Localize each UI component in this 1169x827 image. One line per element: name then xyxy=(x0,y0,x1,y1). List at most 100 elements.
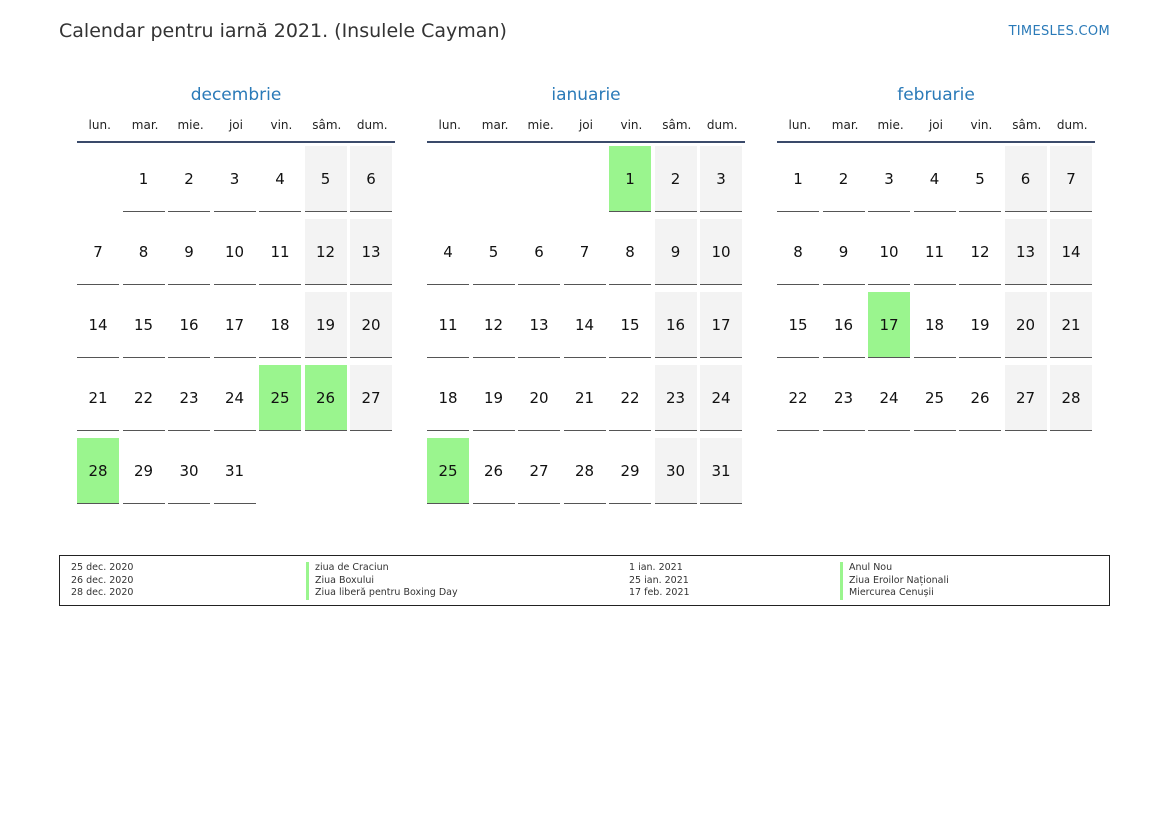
day-cell: 10 xyxy=(700,219,742,285)
day-cell: 21 xyxy=(77,365,119,431)
day-cell: 4 xyxy=(427,219,469,285)
day-cell: 17 xyxy=(700,292,742,358)
month-ianuarie: ianuarie lun. mar. mie. joi vin. sâm. dum. 1 2 3 4 5… xyxy=(427,84,745,511)
day-cell: 18 xyxy=(427,365,469,431)
day-cell: 26 xyxy=(472,438,515,504)
weekday-label: dum. xyxy=(1056,118,1088,132)
day-cell: 4 xyxy=(259,146,301,212)
legend-names-right: Anul Nou Ziua Eroilor Naționali Miercure… xyxy=(840,562,949,600)
legend-dates-left: 25 dec. 2020 26 dec. 2020 28 dec. 2020 xyxy=(71,562,133,600)
day-cell: 21 xyxy=(563,365,606,431)
day-cell: 16 xyxy=(654,292,697,358)
day-cell: 17 xyxy=(213,292,256,358)
day-cell: 10 xyxy=(868,219,910,285)
day-cell: 30 xyxy=(168,438,210,504)
day-cell: 22 xyxy=(122,365,165,431)
legend-date: 1 ian. 2021 xyxy=(629,562,683,573)
day-cell: 13 xyxy=(1004,219,1047,285)
day-cell: 2 xyxy=(654,146,697,212)
day-cell: 11 xyxy=(259,219,301,285)
day-cell: 20 xyxy=(1004,292,1047,358)
day-cell: 14 xyxy=(563,292,606,358)
legend-names-left: ziua de Craciun Ziua Boxului Ziua liberă… xyxy=(306,562,458,600)
day-cell: 19 xyxy=(959,292,1001,358)
day-cell: 5 xyxy=(304,146,347,212)
day-cell: 12 xyxy=(304,219,347,285)
weekday-label: vin. xyxy=(970,118,993,132)
legend-date: 25 dec. 2020 xyxy=(71,562,134,573)
day-cell: 15 xyxy=(777,292,819,358)
day-cell: 24 xyxy=(700,365,742,431)
weekday-label: joi xyxy=(578,118,593,132)
weekday-label: dum. xyxy=(706,118,738,132)
day-cell: 14 xyxy=(77,292,119,358)
holiday-day-cell: 25 xyxy=(259,365,301,431)
holiday-day-cell: 25 xyxy=(427,438,469,504)
day-cell: 31 xyxy=(700,438,742,504)
day-cell: 27 xyxy=(1004,365,1047,431)
weekday-label: joi xyxy=(928,118,943,132)
day-cell: 11 xyxy=(913,219,956,285)
legend-holiday-name: Ziua Boxului xyxy=(306,574,458,587)
legend-date: 25 ian. 2021 xyxy=(629,574,689,586)
day-cell: 12 xyxy=(472,292,515,358)
month-title: decembrie xyxy=(190,85,282,105)
weekday-label: mar. xyxy=(831,118,859,132)
legend-dates-right: 1 ian. 2021 25 ian. 2021 17 feb. 2021 xyxy=(629,562,690,600)
day-cell: 1 xyxy=(777,146,819,212)
day-cell: 26 xyxy=(959,365,1001,431)
day-cell: 11 xyxy=(427,292,469,358)
day-grid: 1 2 3 4 5 6 7 8 9 10 11 12 13 14 15 16 17 18 19 20 21 22 23 24 2… xyxy=(77,146,395,511)
holiday-legend: 25 dec. 2020 26 dec. 2020 28 dec. 2020 z… xyxy=(59,555,1110,606)
day-cell: 24 xyxy=(868,365,910,431)
day-cell: 10 xyxy=(213,219,256,285)
day-cell: 7 xyxy=(77,219,119,285)
weekday-label: dum. xyxy=(356,118,388,132)
month-title: ianuarie xyxy=(551,85,621,105)
day-cell: 19 xyxy=(472,365,515,431)
day-cell: 5 xyxy=(472,219,515,285)
day-cell: 24 xyxy=(213,365,256,431)
day-cell: 27 xyxy=(350,365,392,431)
day-cell: 14 xyxy=(1050,219,1092,285)
day-cell: 23 xyxy=(654,365,697,431)
weekday-header: lun. mar. mie. joi vin. sâm. dum. xyxy=(427,115,745,143)
day-cell: 22 xyxy=(777,365,819,431)
legend-date: 17 feb. 2021 xyxy=(629,587,690,598)
day-cell: 13 xyxy=(518,292,560,358)
legend-date: 28 dec. 2020 xyxy=(71,587,134,598)
holiday-day-cell: 17 xyxy=(868,292,910,358)
day-cell: 22 xyxy=(609,365,651,431)
day-cell: 6 xyxy=(1004,146,1047,212)
weekday-label: lun. xyxy=(788,118,811,132)
legend-holiday-name: Miercurea Cenușii xyxy=(840,587,949,600)
weekday-header: lun. mar. mie. joi vin. sâm. dum. xyxy=(777,115,1095,143)
legend-holiday-name: Anul Nou xyxy=(840,562,949,575)
weekday-label: vin. xyxy=(270,118,293,132)
day-grid: 1 2 3 4 5 6 7 8 9 10 11 12 13 14 15 16 17 18 19 20 21 22 23 24 2… xyxy=(427,146,745,511)
day-cell: 16 xyxy=(168,292,210,358)
weekday-label: sâm. xyxy=(312,118,342,132)
day-cell: 8 xyxy=(609,219,651,285)
day-cell: 3 xyxy=(213,146,256,212)
weekday-header: lun. mar. mie. joi vin. sâm. dum. xyxy=(77,115,395,143)
weekday-label: mar. xyxy=(481,118,509,132)
day-cell: 20 xyxy=(350,292,392,358)
day-cell: 25 xyxy=(913,365,956,431)
day-cell: 13 xyxy=(350,219,392,285)
weekday-label: mar. xyxy=(131,118,159,132)
month-title: februarie xyxy=(897,85,975,105)
day-cell: 8 xyxy=(777,219,819,285)
day-cell: 5 xyxy=(959,146,1001,212)
day-cell: 7 xyxy=(563,219,606,285)
weekday-label: vin. xyxy=(620,118,643,132)
day-cell: 8 xyxy=(122,219,165,285)
day-cell: 12 xyxy=(959,219,1001,285)
legend-holiday-name: ziua de Craciun xyxy=(306,562,458,575)
day-cell: 9 xyxy=(822,219,865,285)
site-link[interactable]: TIMESLES.COM xyxy=(1008,24,1110,39)
day-cell: 6 xyxy=(518,219,560,285)
day-cell: 19 xyxy=(304,292,347,358)
day-grid: 1 2 3 4 5 6 7 8 9 10 11 12 13 14 15 16 17 18 19 20 21 22 23 24 2… xyxy=(777,146,1095,511)
day-cell: 2 xyxy=(168,146,210,212)
